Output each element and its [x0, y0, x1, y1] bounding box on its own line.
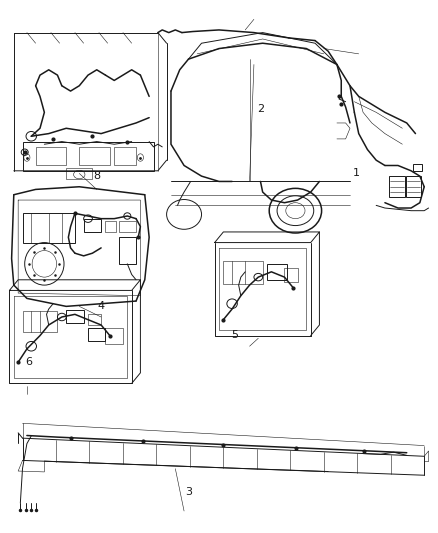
- Text: 8: 8: [93, 171, 100, 181]
- Bar: [35, 147, 66, 165]
- Bar: [413, 165, 422, 171]
- Text: 6: 6: [25, 357, 32, 367]
- Bar: [88, 314, 101, 325]
- Bar: [79, 147, 110, 165]
- Bar: [267, 264, 287, 280]
- Text: 5: 5: [231, 330, 238, 340]
- Bar: [22, 142, 153, 171]
- Bar: [406, 176, 421, 197]
- Text: 1: 1: [353, 168, 360, 178]
- Bar: [106, 221, 117, 232]
- Text: 2: 2: [257, 104, 264, 115]
- Bar: [88, 328, 106, 341]
- Bar: [389, 176, 405, 197]
- Text: 3: 3: [185, 487, 192, 497]
- Bar: [119, 221, 136, 232]
- Bar: [22, 213, 75, 243]
- Bar: [84, 219, 101, 232]
- Bar: [22, 311, 57, 332]
- Bar: [119, 237, 136, 264]
- Text: 4: 4: [98, 301, 105, 311]
- Bar: [114, 147, 136, 165]
- Bar: [66, 168, 92, 179]
- Bar: [106, 328, 123, 344]
- Bar: [66, 310, 84, 323]
- Bar: [285, 268, 297, 281]
- Bar: [223, 261, 263, 285]
